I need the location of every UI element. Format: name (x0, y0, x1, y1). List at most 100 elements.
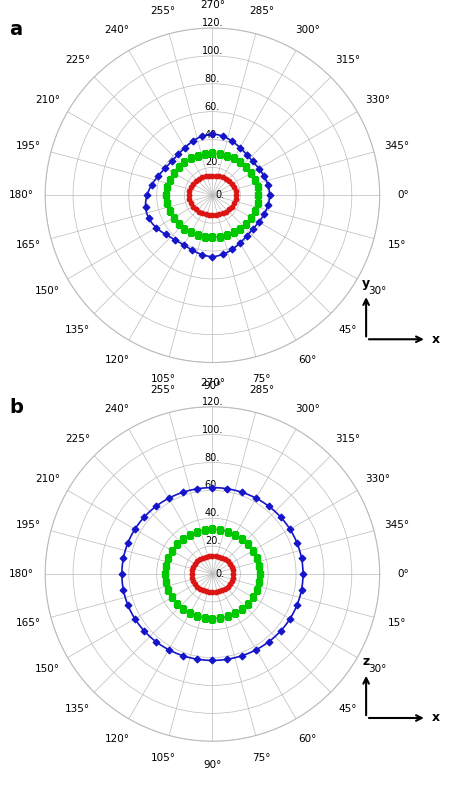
Point (226, 558, 233, 570)
Point (253, 197, 261, 210)
Point (230, 197, 237, 210)
Point (179, 603, 186, 615)
Point (253, 584, 260, 596)
Point (212, 208, 219, 221)
Point (247, 211, 254, 224)
Point (194, 229, 201, 241)
Point (238, 486, 245, 499)
Point (229, 568, 236, 581)
Point (124, 537, 131, 549)
Point (205, 208, 212, 221)
Point (188, 564, 195, 577)
Text: 75°: 75° (252, 375, 271, 384)
Point (180, 222, 188, 235)
Point (131, 612, 138, 625)
Point (188, 571, 195, 584)
Text: 225°: 225° (65, 434, 90, 444)
Text: 120.: 120. (201, 397, 223, 407)
Text: 0.: 0. (215, 190, 224, 200)
Point (205, 585, 212, 598)
Point (223, 149, 230, 162)
Text: 30°: 30° (368, 286, 386, 296)
Point (193, 610, 200, 623)
Text: x: x (431, 333, 439, 346)
Point (221, 553, 228, 566)
Text: 0.: 0. (215, 569, 224, 579)
Text: 300°: 300° (295, 404, 319, 414)
Point (154, 170, 161, 182)
Point (198, 130, 205, 143)
Point (228, 135, 235, 148)
Point (218, 552, 225, 564)
Point (254, 189, 262, 201)
Point (293, 537, 300, 549)
Point (212, 550, 219, 563)
Point (174, 148, 181, 161)
Point (193, 581, 201, 593)
Point (145, 212, 152, 225)
Point (231, 529, 238, 541)
Text: 20.: 20. (204, 157, 220, 167)
Point (165, 492, 172, 505)
Text: 120°: 120° (104, 355, 129, 365)
Point (202, 208, 209, 220)
Text: 195°: 195° (16, 520, 41, 529)
Text: 315°: 315° (334, 55, 359, 65)
Point (118, 568, 125, 581)
Text: 80.: 80. (204, 74, 220, 84)
Text: 45°: 45° (337, 704, 356, 714)
Point (216, 230, 223, 243)
Point (192, 175, 199, 188)
Point (152, 635, 159, 648)
Point (232, 189, 239, 201)
Point (219, 207, 226, 219)
Text: 60.: 60. (204, 481, 220, 491)
Point (276, 625, 284, 638)
Point (120, 583, 127, 596)
Point (187, 181, 194, 193)
Point (187, 197, 194, 210)
Point (260, 208, 267, 220)
Point (202, 585, 209, 597)
Point (162, 576, 169, 589)
Text: 120.: 120. (201, 18, 223, 28)
Point (244, 538, 251, 551)
Point (196, 582, 203, 595)
Point (223, 555, 230, 567)
Point (140, 510, 147, 523)
Text: 285°: 285° (249, 385, 274, 394)
Point (152, 222, 160, 234)
Text: 210°: 210° (35, 95, 60, 105)
Text: 75°: 75° (252, 753, 271, 763)
Point (224, 610, 231, 623)
Text: 285°: 285° (249, 6, 274, 16)
Point (189, 178, 196, 190)
Point (201, 524, 208, 537)
Point (165, 643, 172, 656)
Point (152, 500, 159, 513)
Text: 345°: 345° (383, 141, 408, 151)
Point (161, 162, 169, 174)
Point (198, 249, 205, 261)
Point (208, 208, 216, 221)
Point (168, 591, 175, 604)
Text: x: x (431, 712, 439, 724)
Point (186, 529, 193, 541)
Point (299, 568, 306, 581)
Point (242, 160, 249, 173)
Point (201, 230, 208, 243)
Point (205, 550, 212, 563)
Point (229, 571, 236, 584)
Point (229, 564, 236, 577)
Point (255, 576, 262, 589)
Point (249, 591, 256, 604)
Point (181, 141, 188, 154)
Point (215, 551, 222, 563)
Text: 210°: 210° (35, 473, 60, 484)
Point (193, 482, 201, 495)
Point (161, 568, 168, 581)
Point (198, 207, 205, 219)
Text: 165°: 165° (16, 240, 41, 249)
Point (208, 654, 216, 667)
Point (162, 559, 169, 572)
